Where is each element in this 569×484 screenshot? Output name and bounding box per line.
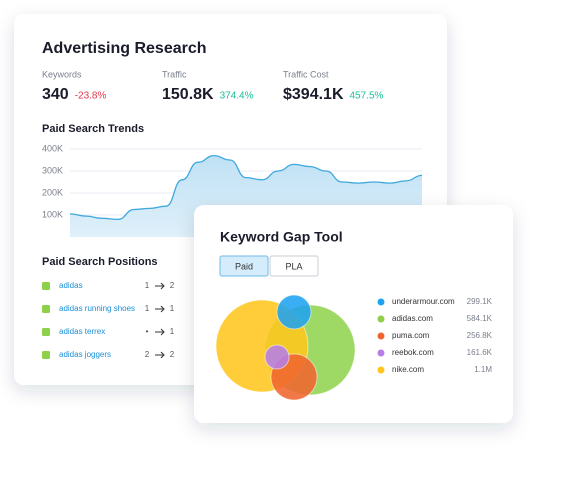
metric-label: Keywords	[42, 69, 82, 79]
legend-dot	[377, 366, 385, 374]
metric-change: 457.5%	[350, 91, 384, 102]
metric-value: $394.1K	[283, 86, 344, 103]
position-to: 2	[170, 350, 175, 359]
arrow	[155, 351, 165, 359]
legend-dot	[377, 349, 385, 357]
domain-value: 256.8K	[467, 331, 493, 340]
tab-label[interactable]: Paid	[235, 261, 253, 271]
venn-circle	[276, 294, 312, 330]
card-title: Advertising Research	[42, 40, 207, 57]
card-title: Keyword Gap Tool	[220, 229, 343, 245]
legend-dot	[377, 298, 385, 306]
line	[69, 154, 423, 221]
arrow	[155, 328, 165, 336]
domain-value: 584.1K	[467, 314, 493, 323]
position-from: •	[146, 327, 149, 336]
ad-icon	[42, 305, 50, 313]
y-tick-label: 200K	[42, 187, 63, 197]
arrow	[155, 305, 165, 313]
section-title: Paid Search Trends	[42, 123, 144, 135]
keyword-link: adidas	[59, 281, 83, 290]
position-from: 1	[145, 304, 150, 313]
metric-change: -23.8%	[75, 91, 107, 102]
section-title: Paid Search Positions	[42, 256, 158, 268]
tab[interactable]	[269, 255, 319, 277]
metric-value: 150.8K	[162, 86, 214, 103]
domain-name: nike.com	[392, 365, 424, 374]
legend-dot	[377, 332, 385, 340]
keyword-link: adidas joggers	[59, 350, 111, 359]
tab-label[interactable]: PLA	[285, 261, 302, 271]
ad-icon	[42, 328, 50, 336]
domain-name: reebok.com	[392, 348, 434, 357]
keyword-link: adidas running shoes	[59, 304, 135, 313]
tab[interactable]	[219, 255, 269, 277]
domain-value: 161.6K	[467, 348, 493, 357]
y-tick-label: 100K	[42, 209, 63, 219]
keyword-link: adidas terrex	[59, 327, 105, 336]
metric-value: 340	[42, 86, 69, 103]
metric-label: Traffic Cost	[283, 69, 329, 79]
y-tick-label: 300K	[42, 165, 63, 175]
position-from: 1	[145, 281, 150, 290]
ad-icon	[42, 351, 50, 359]
legend-dot	[377, 315, 385, 323]
venn-circle	[264, 344, 290, 370]
arrow	[155, 282, 165, 290]
ad-icon	[42, 282, 50, 290]
domain-value: 1.1M	[474, 365, 492, 374]
domain-name: puma.com	[392, 331, 430, 340]
y-tick-label: 400K	[42, 143, 63, 153]
metric-change: 374.4%	[220, 91, 254, 102]
domain-name: adidas.com	[392, 314, 433, 323]
position-to: 1	[170, 327, 175, 336]
position-to: 2	[170, 281, 175, 290]
domain-name: underarmour.com	[392, 297, 455, 306]
position-from: 2	[145, 350, 150, 359]
metric-label: Traffic	[162, 69, 187, 79]
position-to: 1	[170, 304, 175, 313]
domain-value: 299.1K	[467, 297, 493, 306]
